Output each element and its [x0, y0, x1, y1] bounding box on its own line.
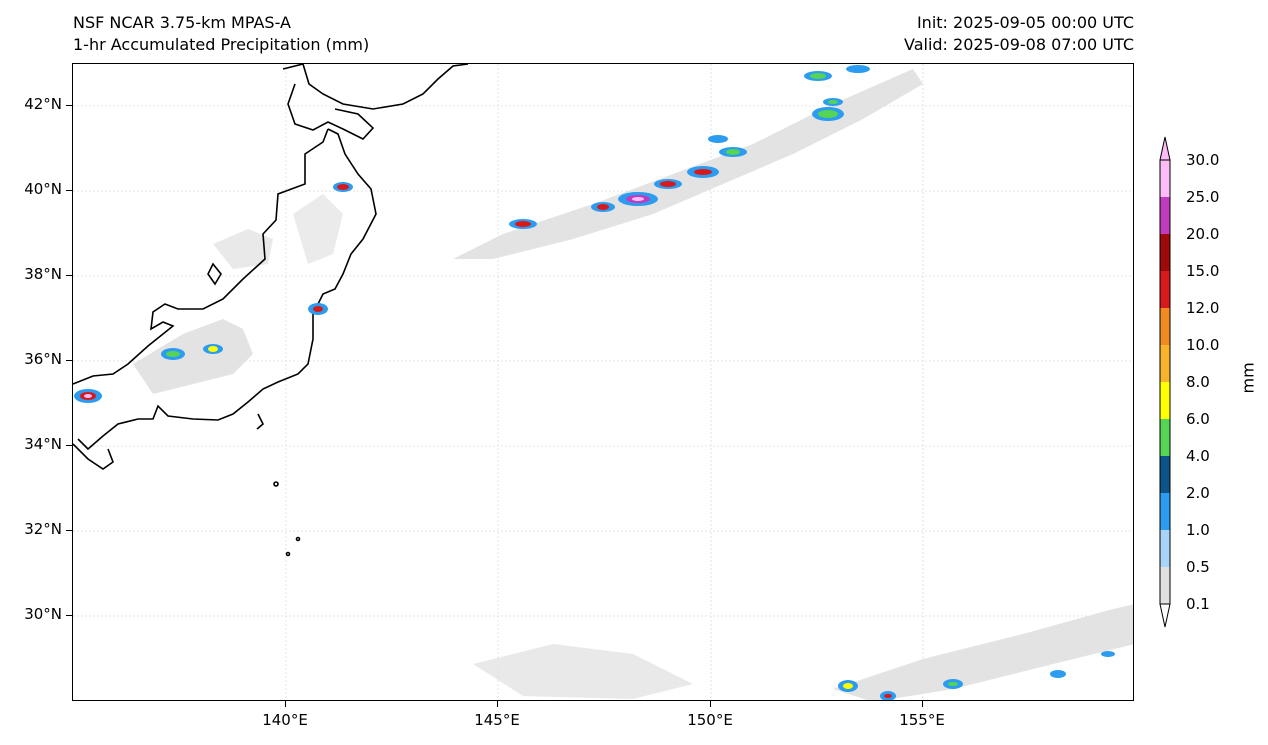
colorbar-label-12: 12.0: [1186, 299, 1220, 317]
graticule: [73, 64, 1133, 700]
title-right: Init: 2025-09-05 00:00 UTC Valid: 2025-0…: [904, 12, 1134, 56]
lat-tick: [66, 105, 72, 106]
colorbar-label-0-1: 0.1: [1186, 595, 1210, 613]
lat-label-40n: 40°N: [24, 180, 62, 198]
lon-label-150e: 150°E: [687, 711, 733, 729]
title-left: NSF NCAR 3.75-km MPAS-A 1-hr Accumulated…: [73, 12, 369, 56]
colorbar-swatch: [1160, 271, 1170, 308]
lon-label-145e: 145°E: [474, 711, 520, 729]
map-canvas: [73, 64, 1133, 700]
lat-tick: [66, 275, 72, 276]
precip-light-areas: [133, 69, 1133, 700]
colorbar-label-4: 4.0: [1186, 447, 1210, 465]
colorbar-outline: [1159, 159, 1171, 605]
lat-label-36n: 36°N: [24, 350, 62, 368]
colorbar-label-1: 1.0: [1186, 521, 1210, 539]
lat-tick: [66, 360, 72, 361]
colorbar-swatch: [1160, 345, 1170, 382]
lat-tick: [66, 190, 72, 191]
lon-tick: [710, 701, 711, 707]
colorbar-swatch: [1160, 234, 1170, 271]
colorbar-label-0-5: 0.5: [1186, 558, 1210, 576]
field-title: 1-hr Accumulated Precipitation (mm): [73, 35, 370, 54]
colorbar-swatch: [1160, 493, 1170, 530]
colorbar-label-10: 10.0: [1186, 336, 1220, 354]
lat-tick: [66, 530, 72, 531]
colorbar-label-6: 6.0: [1186, 410, 1210, 428]
colorbar-swatch: [1160, 382, 1170, 419]
lon-tick: [285, 701, 286, 707]
colorbar-extend-top: [1159, 136, 1171, 161]
model-title: NSF NCAR 3.75-km MPAS-A: [73, 13, 291, 32]
colorbar-extend-bottom: [1159, 603, 1171, 628]
colorbar-label-25: 25.0: [1186, 188, 1220, 206]
colorbar-label-8: 8.0: [1186, 373, 1210, 391]
map-panel[interactable]: [72, 63, 1134, 701]
lat-tick: [66, 445, 72, 446]
coastlines: [73, 64, 469, 557]
lat-tick: [66, 615, 72, 616]
colorbar-swatch: [1160, 567, 1170, 604]
lat-label-30n: 30°N: [24, 605, 62, 623]
colorbar-swatch: [1160, 530, 1170, 567]
lon-label-140e: 140°E: [262, 711, 308, 729]
init-time: Init: 2025-09-05 00:00 UTC: [916, 13, 1134, 32]
lat-label-34n: 34°N: [24, 435, 62, 453]
lat-label-32n: 32°N: [24, 520, 62, 538]
colorbar-label-15: 15.0: [1186, 262, 1220, 280]
colorbar-swatch: [1160, 197, 1170, 234]
valid-time: Valid: 2025-09-08 07:00 UTC: [903, 35, 1134, 54]
colorbar-swatch: [1160, 456, 1170, 493]
lon-label-155e: 155°E: [899, 711, 945, 729]
lat-label-42n: 42°N: [24, 95, 62, 113]
precip-cores: [74, 65, 1115, 700]
colorbar-label-2: 2.0: [1186, 484, 1210, 502]
colorbar: [1159, 136, 1171, 628]
colorbar-units: mm: [1238, 362, 1258, 394]
lon-tick: [497, 701, 498, 707]
lon-tick: [922, 701, 923, 707]
lat-label-38n: 38°N: [24, 265, 62, 283]
colorbar-swatch: [1160, 308, 1170, 345]
colorbar-swatch: [1160, 419, 1170, 456]
colorbar-swatch: [1160, 160, 1170, 197]
colorbar-label-20: 20.0: [1186, 225, 1220, 243]
colorbar-label-30: 30.0: [1186, 151, 1220, 169]
